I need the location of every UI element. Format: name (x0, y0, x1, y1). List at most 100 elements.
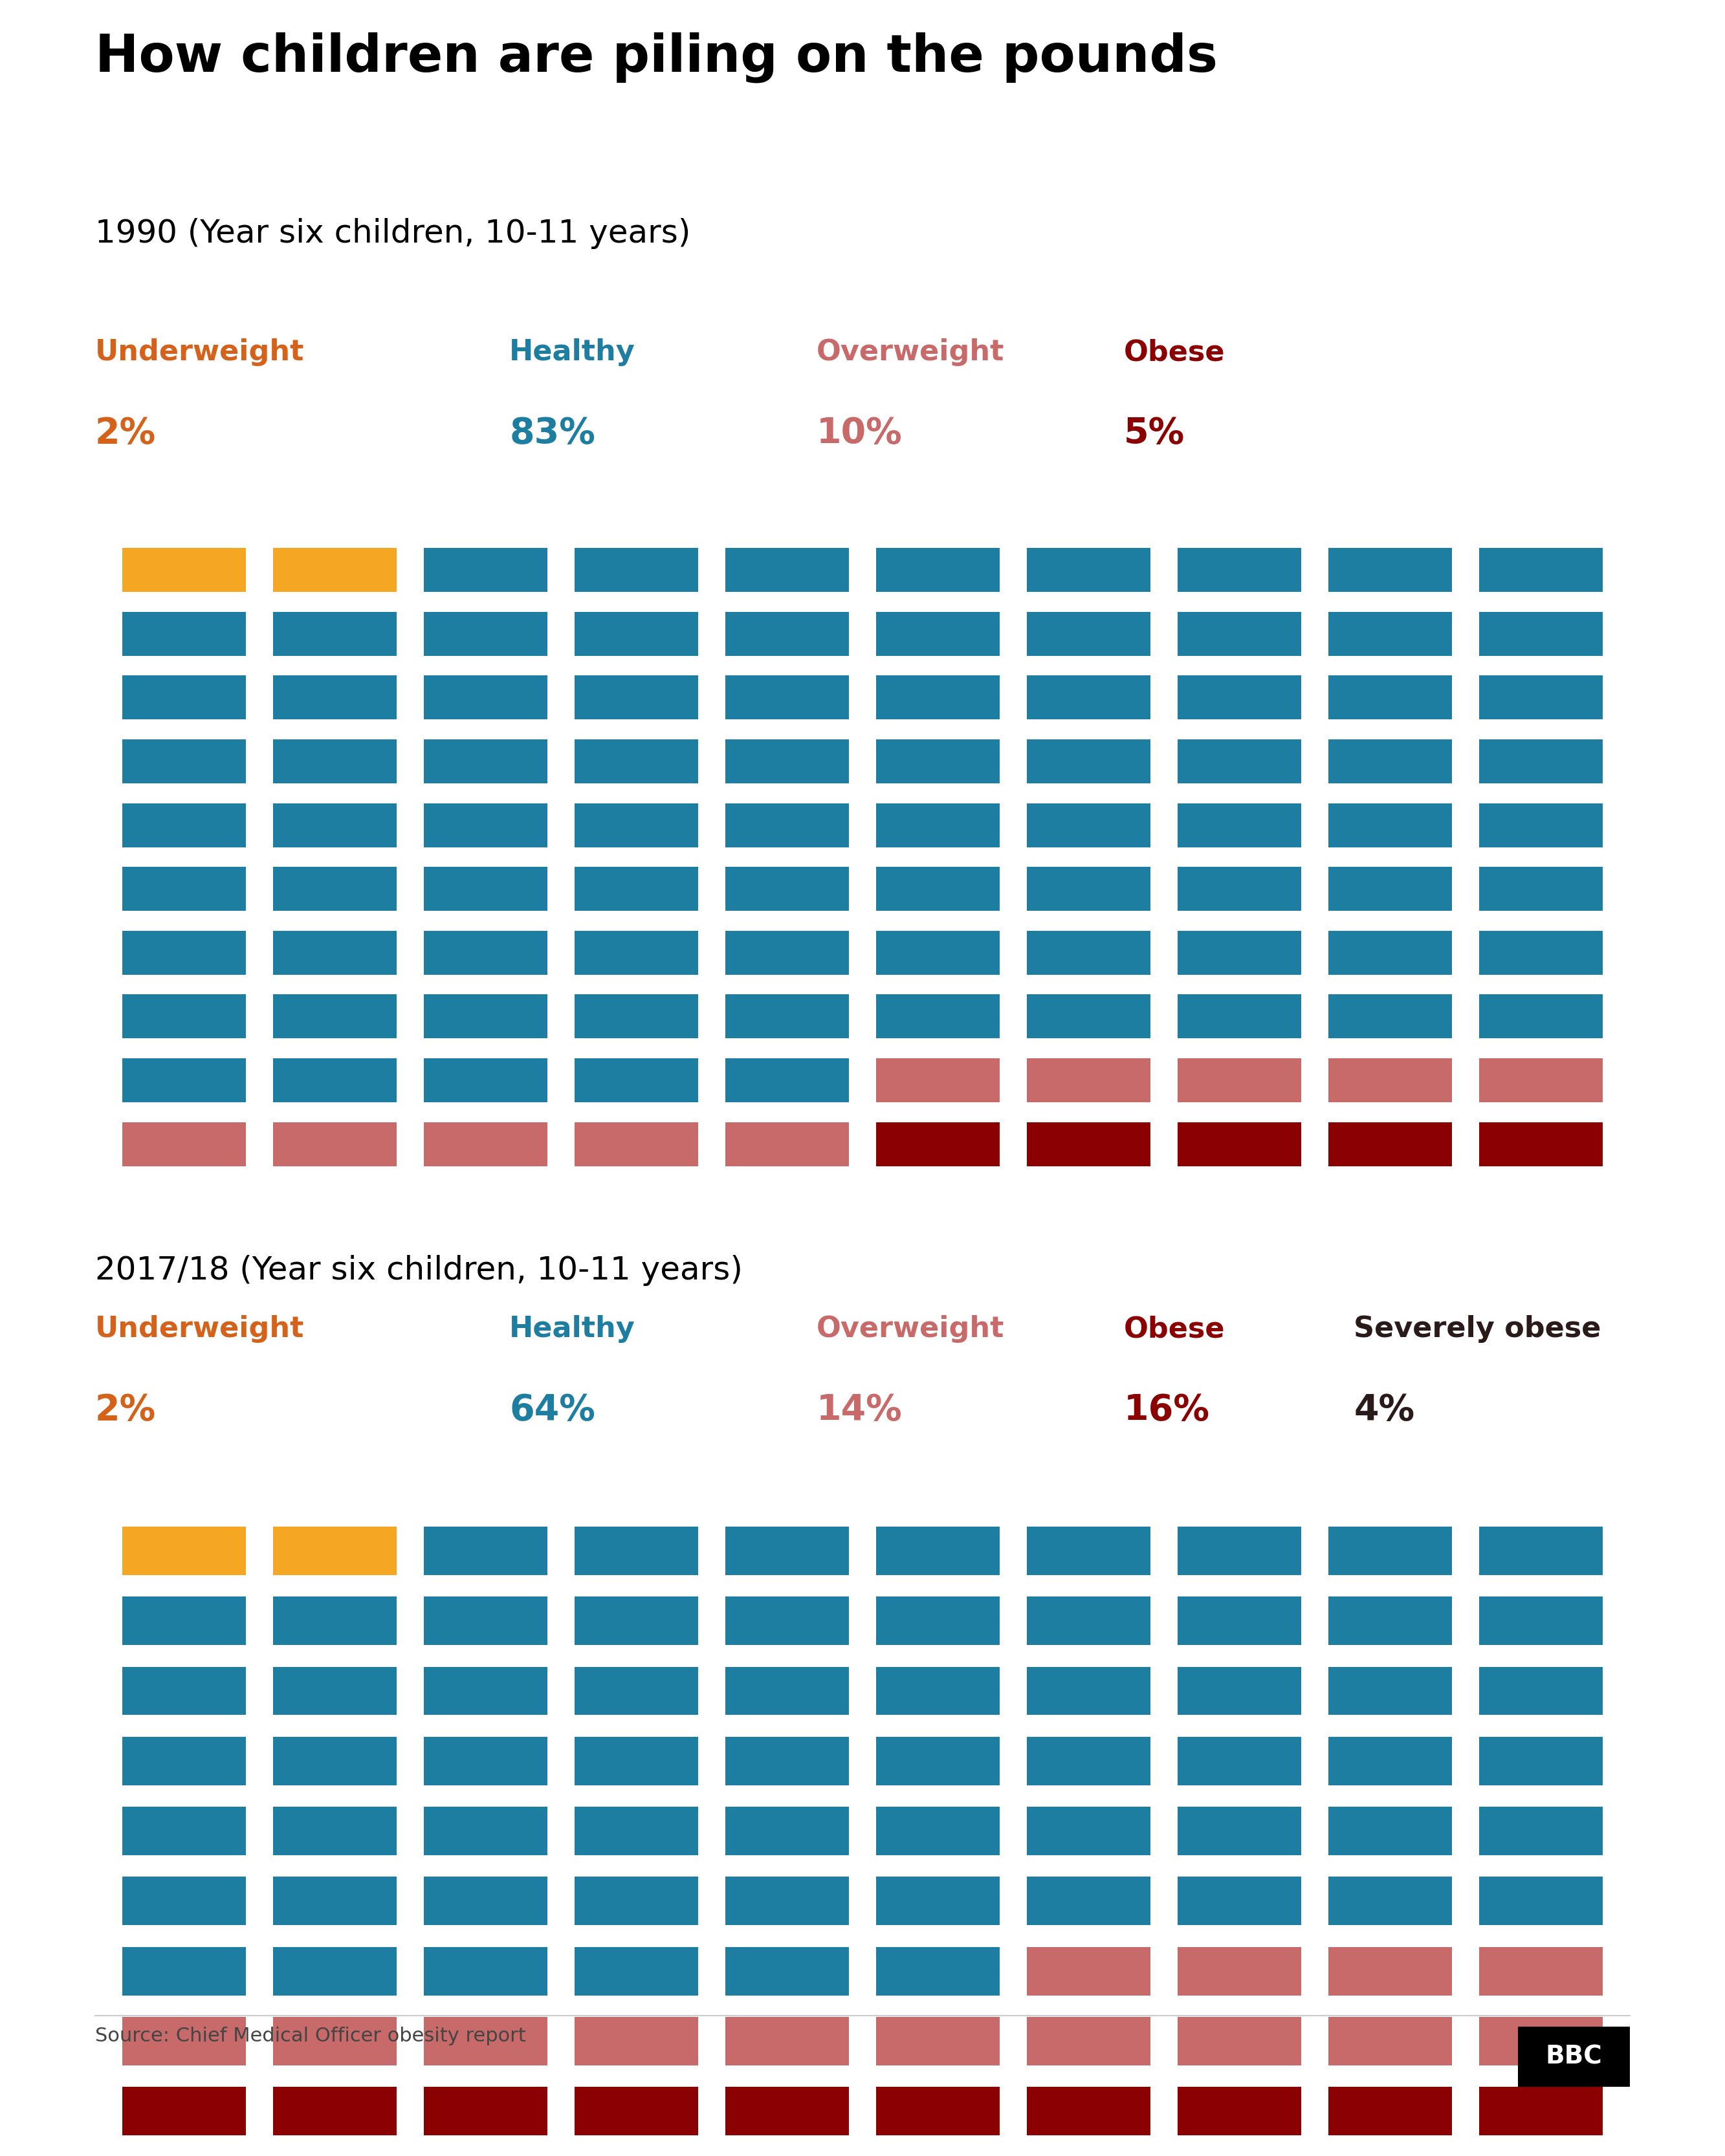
Bar (726, 867, 849, 912)
Bar (424, 2018, 547, 2065)
Bar (1178, 740, 1301, 783)
Bar (424, 2087, 547, 2134)
Text: 10%: 10% (816, 416, 902, 451)
Bar (726, 1878, 849, 1925)
Bar (876, 1598, 999, 1645)
Bar (726, 994, 849, 1039)
Bar (1328, 1947, 1452, 1994)
Bar (574, 867, 699, 912)
Bar (1480, 1807, 1603, 1854)
Bar (122, 548, 245, 593)
Bar (1480, 1059, 1603, 1102)
Bar (876, 1878, 999, 1925)
Text: Severely obese: Severely obese (1354, 1315, 1601, 1343)
Bar (1480, 675, 1603, 720)
Bar (1026, 1667, 1151, 1714)
Bar (876, 931, 999, 975)
Bar (574, 1738, 699, 1785)
Bar (1026, 994, 1151, 1039)
Bar (122, 1526, 245, 1574)
Bar (122, 802, 245, 847)
Bar (876, 867, 999, 912)
Bar (574, 1878, 699, 1925)
Bar (1480, 740, 1603, 783)
Bar (876, 740, 999, 783)
Bar (1480, 612, 1603, 655)
Bar (273, 1807, 397, 1854)
Bar (574, 1947, 699, 1994)
Bar (1178, 2018, 1301, 2065)
Text: 2%: 2% (95, 1393, 155, 1427)
Bar (876, 2018, 999, 2065)
Bar (726, 548, 849, 593)
Bar (1178, 1738, 1301, 1785)
Bar (1026, 1121, 1151, 1166)
Bar (273, 740, 397, 783)
Bar (574, 2087, 699, 2134)
Bar (574, 1598, 699, 1645)
Bar (273, 1059, 397, 1102)
Bar (1480, 1121, 1603, 1166)
Bar (574, 2018, 699, 2065)
Bar (1328, 1059, 1452, 1102)
Bar (1026, 548, 1151, 593)
Text: 14%: 14% (816, 1393, 902, 1427)
Bar (1178, 1667, 1301, 1714)
Text: Healthy: Healthy (509, 1315, 635, 1343)
Text: Healthy: Healthy (509, 338, 635, 367)
Bar (574, 1807, 699, 1854)
Bar (424, 867, 547, 912)
Bar (1328, 931, 1452, 975)
Text: 1990 (Year six children, 10-11 years): 1990 (Year six children, 10-11 years) (95, 218, 690, 248)
Bar (273, 675, 397, 720)
Bar (876, 802, 999, 847)
Bar (1328, 1526, 1452, 1574)
Bar (273, 1667, 397, 1714)
Bar (122, 1121, 245, 1166)
Bar (273, 548, 397, 593)
Bar (1328, 994, 1452, 1039)
Bar (1178, 548, 1301, 593)
Bar (1026, 931, 1151, 975)
Bar (574, 1526, 699, 1574)
Bar (424, 1807, 547, 1854)
Bar (876, 1667, 999, 1714)
Bar (726, 1526, 849, 1574)
Bar (273, 2087, 397, 2134)
Bar (1178, 612, 1301, 655)
Bar (1178, 994, 1301, 1039)
Bar (1026, 1878, 1151, 1925)
Bar (1178, 2087, 1301, 2134)
Bar (122, 1738, 245, 1785)
Bar (876, 1947, 999, 1994)
Bar (424, 675, 547, 720)
Bar (122, 1059, 245, 1102)
Bar (1518, 2027, 1630, 2087)
Bar (1328, 1667, 1452, 1714)
Bar (1328, 740, 1452, 783)
Bar (1328, 675, 1452, 720)
Bar (1026, 1059, 1151, 1102)
Bar (424, 1738, 547, 1785)
Text: 83%: 83% (509, 416, 595, 451)
Bar (273, 802, 397, 847)
Bar (1178, 1121, 1301, 1166)
Bar (876, 548, 999, 593)
Text: Overweight: Overweight (816, 338, 1004, 367)
Bar (1480, 1947, 1603, 1994)
Bar (424, 1059, 547, 1102)
Bar (726, 931, 849, 975)
Bar (424, 1598, 547, 1645)
Bar (424, 548, 547, 593)
Text: 16%: 16% (1123, 1393, 1209, 1427)
Bar (1178, 675, 1301, 720)
Bar (424, 1878, 547, 1925)
Bar (273, 1598, 397, 1645)
Text: 2017/18 (Year six children, 10-11 years): 2017/18 (Year six children, 10-11 years) (95, 1255, 742, 1285)
Bar (574, 802, 699, 847)
Bar (1328, 1121, 1452, 1166)
Bar (122, 2018, 245, 2065)
Bar (574, 675, 699, 720)
Bar (726, 1807, 849, 1854)
Text: BBC: BBC (1546, 2044, 1603, 2070)
